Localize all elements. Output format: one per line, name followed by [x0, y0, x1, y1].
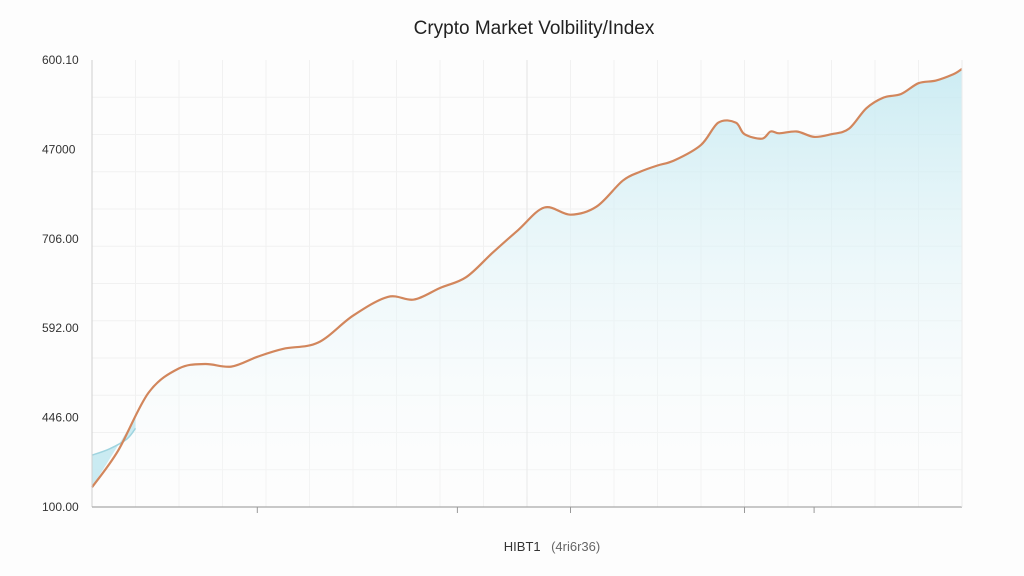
x-axis-label-sub: (4ri6r36) [551, 539, 600, 554]
series-area-lower-band [92, 417, 136, 488]
chart-title: Crypto Market Volbility/Index [414, 18, 655, 39]
x-axis-title: HIBT1 (4ri6r36) [504, 538, 600, 555]
axes [91, 60, 963, 513]
series-line-lower-band [91, 427, 137, 456]
y-tick-label: 600.10 [42, 53, 79, 67]
x-axis-label: HIBT1 [504, 539, 541, 554]
y-tick-label: 446.00 [42, 411, 79, 425]
series-line-index [91, 67, 963, 488]
y-axis-ticks: 100.00 446.00 592.00 706.00 47000 600.10 [42, 53, 79, 514]
y-tick-label: 592.00 [42, 321, 79, 335]
y-tick-label: 47000 [42, 142, 76, 156]
y-tick-label: 100.00 [42, 500, 79, 514]
y-tick-label: 706.00 [42, 232, 79, 246]
line-layer [91, 67, 963, 488]
area-layer [92, 68, 962, 508]
series-area-index [92, 68, 962, 508]
